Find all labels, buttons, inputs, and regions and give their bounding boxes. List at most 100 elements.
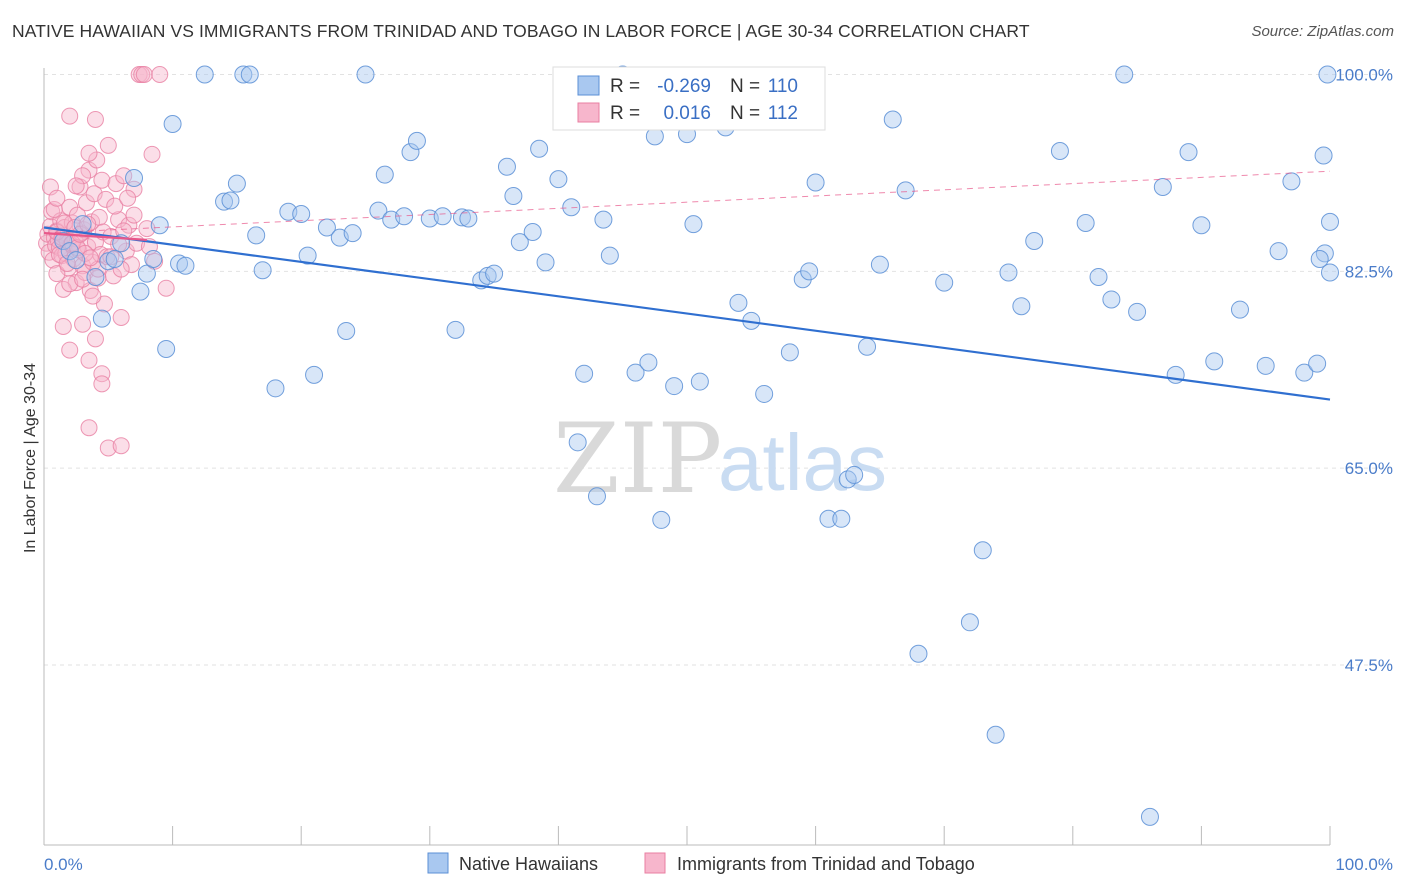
native-hawaiian-point-56 [549, 170, 568, 189]
trinidad-trend-extended [43, 170, 1331, 234]
native-hawaiian-point-116 [1315, 244, 1334, 263]
series-trinidad-points [38, 65, 175, 457]
trinidad-point-62 [135, 65, 153, 83]
native-hawaiian-point-110 [1295, 363, 1314, 382]
native-hawaiian-point-31 [317, 218, 336, 237]
chart-source: Source: ZipAtlas.com [1251, 23, 1394, 40]
trinidad-point-87 [74, 270, 92, 288]
axes [43, 68, 1331, 846]
native-hawaiian-point-37 [375, 165, 394, 184]
native-hawaiian-point-13 [150, 216, 169, 235]
series-legend: Native Hawaiians Immigrants from Trinida… [427, 852, 975, 874]
native-hawaiian-point-28 [292, 204, 311, 223]
trinidad-point-67 [151, 65, 169, 83]
watermark-atlas: atlas [718, 418, 887, 507]
legend-n-label-2: N = [730, 103, 760, 124]
trinidad-point-85 [54, 280, 72, 298]
native-hawaiian-point-15 [163, 114, 182, 133]
native-hawaiian-point-107 [1256, 356, 1275, 375]
trinidad-point-43 [93, 171, 111, 189]
native-hawaiian-point-2 [67, 251, 86, 270]
native-hawaiian-point-64 [639, 353, 658, 372]
native-hawaiian-point-12 [144, 249, 163, 268]
legend-n-value-2: 112 [768, 103, 798, 124]
trinidad-point-65 [143, 145, 161, 163]
native-hawaiian-trend [43, 226, 1331, 401]
native-hawaiian-point-78 [806, 173, 825, 192]
native-hawaiian-point-7 [105, 249, 124, 268]
native-hawaiian-point-94 [1025, 231, 1044, 250]
trinidad-point-72 [86, 110, 104, 128]
trinidad-point-91 [112, 260, 130, 278]
native-hawaiian-point-108 [1269, 242, 1288, 261]
native-hawaiian-point-41 [407, 131, 426, 150]
native-hawaiian-point-24 [247, 226, 266, 245]
native-hawaiian-point-100 [1128, 302, 1147, 321]
trinidad-point-45 [95, 295, 113, 313]
native-hawaiian-point-50 [497, 157, 516, 176]
native-hawaiian-point-49 [485, 264, 504, 283]
native-hawaiian-point-81 [838, 470, 857, 489]
gridlines [44, 73, 1392, 666]
native-hawaiian-point-4 [86, 267, 105, 286]
y-tick-label-2: 65.0% [1345, 459, 1393, 478]
native-hawaiian-point-72 [729, 293, 748, 312]
native-hawaiian-point-3 [73, 215, 92, 234]
legend-r-label-1: R = [610, 76, 640, 97]
trinidad-point-69 [61, 107, 79, 125]
native-hawaiian-point-40 [401, 143, 420, 162]
native-hawaiian-point-87 [909, 644, 928, 663]
native-hawaiian-point-63 [626, 363, 645, 382]
native-hawaiian-point-23 [240, 65, 259, 84]
trinidad-point-111 [48, 189, 66, 207]
native-hawaiian-point-84 [870, 255, 889, 274]
native-hawaiian-point-35 [356, 65, 375, 84]
native-hawaiian-point-74 [755, 384, 774, 403]
trinidad-point-83 [112, 437, 130, 455]
native-hawaiian-point-14 [157, 339, 176, 358]
trinidad-point-78 [80, 351, 98, 369]
legend-swatch-blue [577, 75, 600, 96]
native-hawaiian-point-58 [568, 433, 587, 452]
native-hawaiian-point-57 [562, 198, 581, 217]
trend-lines [43, 170, 1331, 401]
watermark: ZIP atlas [553, 403, 887, 515]
native-hawaiian-point-96 [1076, 213, 1095, 232]
trinidad-point-46 [97, 190, 115, 208]
native-hawaiian-point-89 [960, 613, 979, 632]
trinidad-point-52 [110, 211, 128, 229]
y-tick-label-3: 47.5% [1345, 656, 1393, 675]
trinidad-point-106 [106, 197, 124, 215]
native-hawaiian-point-117 [1310, 249, 1329, 268]
x-tick-label-0: 0.0% [44, 855, 83, 874]
trinidad-point-108 [125, 206, 143, 224]
native-hawaiian-point-112 [1314, 146, 1333, 165]
trinidad-point-76 [74, 315, 92, 333]
bottom-legend-label-native-hawaiians: Native Hawaiians [459, 854, 598, 874]
native-hawaiian-point-20 [221, 191, 240, 210]
legend-r-label-2: R = [610, 103, 640, 124]
native-hawaiian-point-90 [973, 541, 992, 560]
native-hawaiian-point-118 [1140, 807, 1159, 826]
native-hawaiian-point-119 [600, 246, 619, 265]
native-hawaiian-point-61 [594, 210, 613, 229]
trinidad-point-73 [67, 177, 85, 195]
trinidad-point-74 [54, 317, 72, 335]
trinidad-point-68 [157, 279, 175, 297]
x-tick-labels: 0.0% 100.0% [44, 855, 1393, 874]
x-tick-label-1: 100.0% [1335, 855, 1393, 874]
native-hawaiian-point-46 [459, 209, 478, 228]
native-hawaiian-point-53 [523, 222, 542, 241]
native-hawaiian-point-77 [800, 262, 819, 281]
native-hawaiian-point-21 [227, 174, 246, 193]
native-hawaiian-point-103 [1179, 143, 1198, 162]
native-hawaiian-point-97 [1089, 267, 1108, 286]
native-hawaiian-point-115 [1321, 263, 1339, 282]
native-hawaiian-point-55 [536, 253, 555, 272]
native-hawaiian-point-34 [343, 224, 362, 243]
correlation-legend: R = -0.269 N = 110 R = 0.016 N = 112 [552, 66, 826, 131]
y-tick-labels: 100.0% 82.5% 65.0% 47.5% [1335, 65, 1393, 675]
trinidad-point-107 [119, 189, 137, 207]
native-hawaiian-point-33 [337, 321, 356, 340]
trinidad-point-82 [99, 439, 117, 457]
